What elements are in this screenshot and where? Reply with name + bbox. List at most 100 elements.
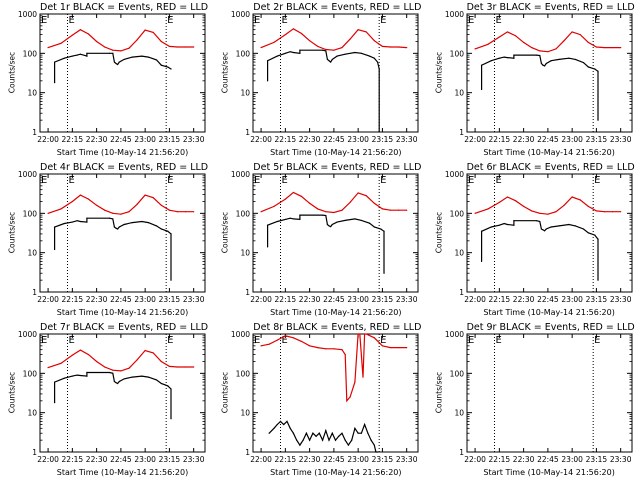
data-point-lld — [301, 340, 303, 342]
data-point-events — [582, 228, 584, 230]
data-point-events — [344, 53, 347, 55]
x-axis-label: Start Time (10-May-14 21:56:20) — [56, 468, 189, 477]
event-marker-label: E — [41, 335, 47, 346]
plot-frame — [252, 13, 419, 133]
y-tick-label: 10 — [241, 89, 251, 98]
data-point-lld — [365, 31, 368, 33]
data-point-events — [155, 225, 158, 227]
data-point-events — [108, 52, 111, 54]
data-point-lld — [128, 47, 130, 49]
event-marker-label: E — [468, 175, 474, 186]
data-point-events — [543, 230, 545, 232]
data-point-events — [354, 51, 356, 54]
data-point-events — [123, 378, 125, 380]
data-point-events — [506, 223, 508, 226]
data-point-events — [118, 380, 120, 383]
data-point-events — [276, 55, 279, 57]
event-marker-label: E — [594, 15, 600, 26]
event-marker-label: E — [167, 175, 173, 186]
data-point-lld — [346, 400, 348, 402]
event-marker-label: E — [468, 335, 474, 346]
data-point-events — [535, 220, 537, 222]
data-point-events — [348, 444, 350, 446]
data-point-lld — [538, 50, 540, 52]
data-point-events — [543, 65, 545, 67]
data-point-events — [79, 53, 82, 55]
data-point-lld — [571, 31, 573, 33]
data-point-events — [160, 382, 162, 385]
data-point-lld — [390, 347, 392, 349]
data-point-events — [480, 230, 482, 232]
data-point-lld — [587, 41, 589, 43]
data-point-events — [344, 219, 347, 222]
data-point-events — [141, 55, 143, 57]
data-point-lld — [406, 46, 408, 49]
detector-chart-svg: 22:00 22:15 22:30 22:45 23:00 23:15 23:30 1 10 10… — [18, 170, 206, 304]
data-point-lld — [374, 202, 376, 204]
x-tick-label: 23:15 — [372, 295, 394, 304]
data-point-events — [325, 50, 327, 52]
detector-panel-6: 22:00 22:15 22:30 22:45 23:00 23:15 23:30 1 10 10… — [427, 160, 640, 320]
data-point-events — [170, 279, 172, 281]
event-marker-label: E — [380, 175, 386, 186]
data-point-events — [597, 279, 599, 281]
series-line-lld — [47, 194, 194, 215]
data-point-lld — [260, 345, 262, 347]
x-tick-label: 23:30 — [183, 455, 205, 464]
data-point-events — [118, 226, 120, 228]
data-point-events — [597, 70, 599, 72]
data-point-lld — [260, 211, 262, 213]
detector-panel-8: 22:00 22:15 22:30 22:45 23:00 23:15 23:30 1 10 10… — [213, 320, 426, 480]
data-point-events — [76, 54, 78, 56]
x-tick-label: 22:00 — [464, 455, 486, 464]
x-tick-label: 23:15 — [372, 135, 394, 144]
data-point-events — [593, 234, 595, 236]
data-point-lld — [79, 194, 82, 196]
panel-title: Det 6r BLACK = Events, RED = LLD — [466, 162, 635, 173]
y-axis-label: Counts/sec — [220, 51, 230, 94]
data-point-lld — [112, 369, 114, 371]
data-point-events — [490, 60, 492, 62]
data-point-lld — [301, 32, 303, 35]
series-line-events — [480, 54, 599, 121]
data-point-lld — [144, 194, 146, 196]
x-tick-label: 23:00 — [348, 295, 370, 304]
event-marker-label: E — [69, 335, 75, 346]
x-tick-label: 23:00 — [134, 455, 156, 464]
data-point-lld — [514, 200, 516, 202]
data-point-lld — [563, 204, 565, 206]
data-point-lld — [382, 45, 384, 48]
panel-title: Det 8r BLACK = Events, RED = LLD — [253, 322, 422, 333]
data-point-events — [322, 214, 324, 216]
data-point-lld — [390, 46, 392, 48]
detector-panel-2: 22:00 22:15 22:30 22:45 23:00 23:15 23:30 1 10 10… — [213, 0, 426, 160]
data-point-events — [545, 228, 547, 230]
data-point-lld — [293, 28, 295, 30]
x-tick-label: 22:30 — [512, 455, 534, 464]
x-tick-label: 23:30 — [396, 135, 418, 144]
data-point-events — [112, 372, 114, 374]
data-point-events — [123, 223, 125, 226]
data-point-events — [63, 222, 65, 225]
data-point-events — [331, 432, 334, 434]
data-point-events — [112, 52, 114, 54]
data-point-events — [550, 226, 552, 228]
x-tick-label: 22:30 — [299, 295, 321, 304]
data-point-events — [141, 220, 143, 223]
data-point-events — [86, 55, 88, 57]
data-point-lld — [530, 46, 532, 49]
data-point-lld — [398, 209, 400, 211]
y-axis-label: Counts/sec — [434, 51, 444, 94]
data-point-lld — [398, 46, 400, 48]
data-point-events — [480, 260, 482, 262]
data-point-events — [299, 49, 301, 51]
data-point-events — [498, 224, 500, 226]
series-line-events — [53, 371, 172, 419]
data-point-events — [170, 233, 172, 235]
data-point-lld — [87, 33, 90, 35]
data-point-events — [480, 88, 482, 91]
data-point-lld — [359, 333, 361, 335]
event-marker-label: E — [380, 15, 386, 26]
data-point-events — [147, 376, 149, 378]
x-tick-label: 23:15 — [372, 455, 394, 464]
